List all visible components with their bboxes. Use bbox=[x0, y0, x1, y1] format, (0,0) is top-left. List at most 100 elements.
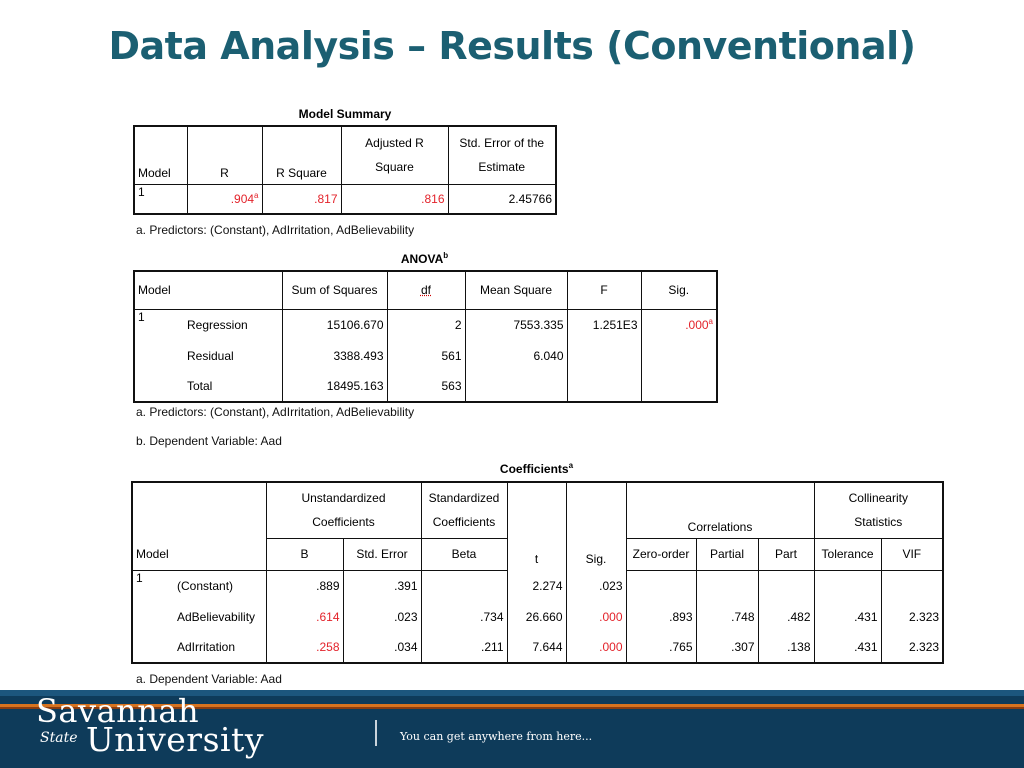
ms-header-std-error: Std. Error of the Estimate bbox=[447, 125, 557, 185]
anova-row-sig bbox=[640, 371, 718, 403]
brand-savannah: Savannah bbox=[36, 692, 200, 730]
coef-model-number: 1 bbox=[131, 569, 174, 663]
anova-table: Model Sum of Squares df Mean Square F Si… bbox=[133, 270, 718, 403]
coef-row-vif: 2.323 bbox=[880, 632, 944, 664]
coef-header-std-line1: Standardized bbox=[428, 491, 500, 506]
footer-banner: Savannah State University You can get an… bbox=[0, 690, 1024, 768]
anova-row-ss: 3388.493 bbox=[281, 340, 388, 371]
ms-row-r-value: .904 bbox=[230, 192, 255, 207]
anova-row-sig: .000a bbox=[640, 309, 718, 340]
footer-stripe-top bbox=[0, 690, 1024, 696]
coef-row-partial: .307 bbox=[695, 632, 759, 664]
coef-header-collinearity: Collinearity Statistics bbox=[813, 481, 944, 539]
model-summary-caption-text: Model Summary bbox=[298, 107, 392, 121]
coef-row-label: AdBelievability bbox=[174, 601, 267, 632]
anova-caption: ANOVAb bbox=[133, 251, 716, 266]
coef-row-beta: .211 bbox=[420, 632, 508, 664]
coef-header-coll-line1: Collinearity bbox=[848, 491, 908, 506]
coef-row-sig: .000 bbox=[565, 601, 627, 632]
coefficients-caption-sup: a bbox=[568, 461, 574, 470]
anova-row-df: 563 bbox=[386, 371, 466, 403]
coef-header-part: Part bbox=[757, 537, 815, 571]
ms-row-std-error: 2.45766 bbox=[447, 183, 557, 215]
coef-header-vif: VIF bbox=[880, 537, 944, 571]
coef-row-part: .138 bbox=[757, 632, 815, 664]
coef-header-unstandardized: Unstandardized Coefficients bbox=[265, 481, 422, 539]
ms-header-adj-line1: Adjusted R bbox=[365, 136, 424, 151]
ms-row-model: 1 bbox=[133, 183, 188, 215]
coef-row-se: .391 bbox=[342, 570, 422, 601]
coef-row-vif bbox=[880, 570, 944, 601]
coef-row-vif: 2.323 bbox=[880, 601, 944, 632]
anova-row-df: 2 bbox=[386, 309, 466, 340]
footer-tagline: You can get anywhere from here... bbox=[400, 730, 593, 743]
ms-header-se-line2: Estimate bbox=[478, 160, 526, 175]
anova-header-model: Model bbox=[133, 270, 283, 310]
slide-title: Data Analysis – Results (Conventional) bbox=[108, 24, 916, 68]
coef-row-sig: .023 bbox=[565, 570, 627, 601]
coef-header-correlations: Correlations bbox=[625, 481, 815, 539]
coef-header-zero-order: Zero-order bbox=[625, 537, 697, 571]
anova-row-sig-value: .000 bbox=[685, 318, 709, 333]
coef-row-tolerance: .431 bbox=[813, 632, 882, 664]
coefficients-caption: Coefficientsa bbox=[131, 461, 942, 476]
coef-row-label: AdIrritation bbox=[174, 632, 267, 664]
ms-row-r-sup: a bbox=[254, 191, 259, 201]
coef-header-model: Model bbox=[131, 538, 267, 571]
coef-row-zero-order: .765 bbox=[625, 632, 697, 664]
footer-divider bbox=[375, 720, 377, 746]
coef-row-sig: .000 bbox=[565, 632, 627, 664]
coef-header-partial: Partial bbox=[695, 537, 759, 571]
footer-stripe-orange bbox=[0, 704, 1024, 707]
coef-row-beta bbox=[420, 570, 508, 601]
anova-row-f bbox=[566, 340, 642, 371]
ms-row-r: .904a bbox=[186, 183, 263, 215]
model-summary-table: Model R R Square Adjusted R Square Std. … bbox=[133, 125, 557, 215]
anova-row-label: Regression bbox=[184, 309, 283, 340]
coef-row-se: .034 bbox=[342, 632, 422, 664]
coef-header-unstd-line2: Coefficients bbox=[312, 515, 375, 530]
anova-row-f: 1.251E3 bbox=[566, 309, 642, 340]
coef-row-beta: .734 bbox=[420, 601, 508, 632]
coef-header-coll-line2: Statistics bbox=[854, 515, 903, 530]
anova-row-label: Residual bbox=[184, 340, 283, 371]
ms-header-se-line1: Std. Error of the bbox=[459, 136, 545, 151]
anova-row-df: 561 bbox=[386, 340, 466, 371]
anova-model-number: 1 bbox=[133, 308, 184, 402]
coefficients-caption-text: Coefficients bbox=[499, 462, 569, 476]
coef-header-beta: Beta bbox=[420, 537, 508, 571]
coef-header-std-error: Std. Error bbox=[342, 537, 422, 571]
anova-row-ms: 7553.335 bbox=[464, 309, 568, 340]
coef-header-tolerance: Tolerance bbox=[813, 537, 882, 571]
coef-row-partial: .748 bbox=[695, 601, 759, 632]
coef-row-b: .614 bbox=[265, 601, 344, 632]
coefficients-table: Unstandardized Coefficients Standardized… bbox=[131, 481, 945, 664]
anova-row-sig-sup: a bbox=[708, 317, 713, 327]
anova-row-ss: 15106.670 bbox=[281, 309, 388, 340]
ms-header-r-square: R Square bbox=[261, 125, 342, 185]
ms-row-r-square: .817 bbox=[261, 183, 342, 215]
brand-state: State bbox=[40, 730, 78, 746]
coef-row-zero-order bbox=[625, 570, 697, 601]
anova-header-f: F bbox=[566, 270, 642, 310]
coef-header-t: t bbox=[506, 481, 567, 570]
coef-row-t: 7.644 bbox=[506, 632, 567, 664]
coef-row-b: .258 bbox=[265, 632, 344, 664]
coef-header-sig: Sig. bbox=[565, 481, 627, 570]
coef-row-t: 2.274 bbox=[506, 570, 567, 601]
ms-header-adj-line2: Square bbox=[375, 160, 414, 175]
anova-row-ss: 18495.163 bbox=[281, 371, 388, 403]
ms-header-adjusted-r-square: Adjusted R Square bbox=[340, 125, 449, 185]
ms-header-model: Model bbox=[133, 125, 188, 185]
anova-caption-text: ANOVA bbox=[400, 252, 444, 266]
coef-header-blank bbox=[131, 481, 267, 538]
ms-header-r: R bbox=[186, 125, 263, 185]
coef-header-unstd-line1: Unstandardized bbox=[301, 491, 386, 506]
anova-row-sig bbox=[640, 340, 718, 371]
anova-header-sig: Sig. bbox=[640, 270, 718, 310]
brand-university: University bbox=[86, 720, 264, 759]
coef-header-b: B bbox=[265, 537, 344, 571]
model-summary-caption: Model Summary bbox=[133, 107, 557, 121]
anova-row-ms bbox=[464, 371, 568, 403]
coef-header-std-line2: Coefficients bbox=[432, 515, 496, 530]
